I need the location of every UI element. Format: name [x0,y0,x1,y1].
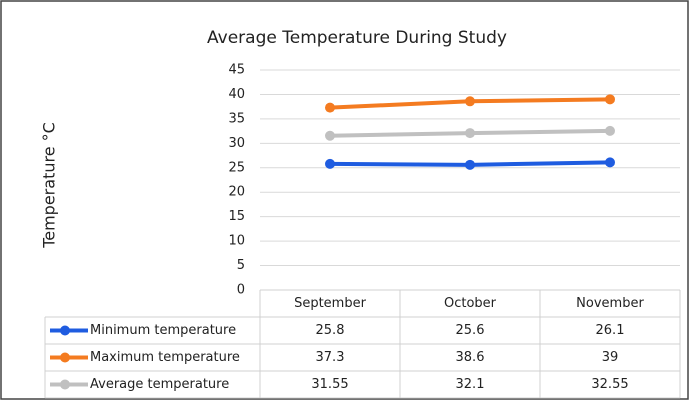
table-value: 32.55 [591,377,628,392]
table-value: 25.8 [316,323,345,338]
data-point [605,94,615,105]
table-value: 38.6 [456,350,485,365]
legend-marker [60,379,70,390]
legend-label: Minimum temperature [90,323,236,338]
table-value: 37.3 [316,350,345,365]
legend-label: Maximum temperature [90,350,240,365]
legend-marker [60,352,70,363]
data-point [465,96,475,107]
table-value: 32.1 [456,377,485,392]
x-tick-label: October [444,296,497,311]
legend-marker [60,325,70,336]
x-tick-label: September [294,296,367,311]
table-value: 25.6 [456,323,485,338]
data-point [605,125,615,136]
y-tick-label: 10 [228,234,245,249]
y-tick-label: 20 [228,185,245,200]
data-point [325,130,335,141]
x-tick-label: November [576,296,644,311]
table-value: 26.1 [596,323,625,338]
y-axis-label: Temperature °C [40,122,59,249]
y-tick-label: 5 [237,258,245,273]
y-tick-label: 40 [228,87,245,102]
data-point [465,159,475,170]
legend-label: Average temperature [90,377,229,392]
table-value: 31.55 [311,377,348,392]
chart-title: Average Temperature During Study [207,28,507,48]
data-point [325,102,335,113]
data-point [605,157,615,168]
y-tick-label: 35 [228,111,245,126]
y-tick-label: 15 [228,209,245,224]
table-value: 39 [602,350,619,365]
y-tick-label: 25 [228,160,245,175]
data-point [465,128,475,139]
y-tick-label: 0 [237,283,245,298]
y-tick-label: 45 [228,63,245,78]
data-point [325,158,335,169]
y-tick-label: 30 [228,136,245,151]
